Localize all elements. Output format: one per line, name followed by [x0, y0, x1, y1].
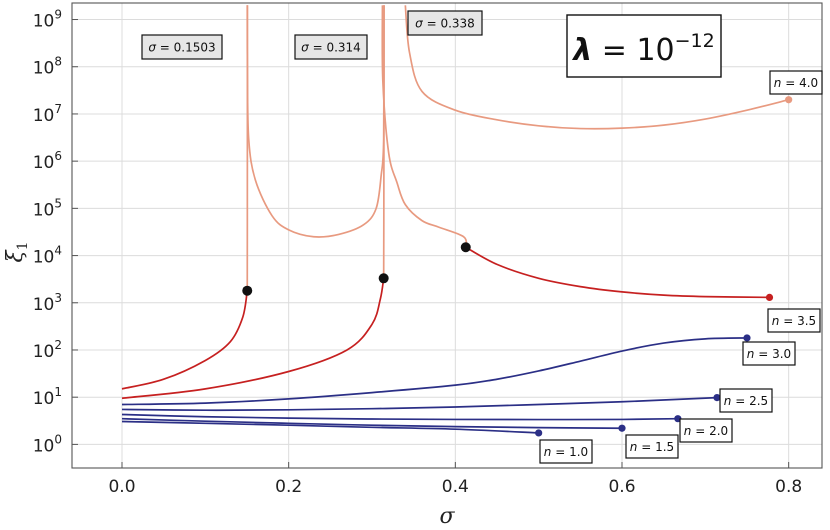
x-tick-label: 0.6 — [608, 477, 635, 497]
series-line — [121, 413, 678, 421]
series-end-point — [765, 293, 774, 301]
sigma-label-text: σ = 0.338 — [415, 17, 475, 31]
series-label-text: n = 3.5 — [772, 314, 816, 328]
y-tick-label: 100 — [33, 432, 62, 456]
sigma-label: σ = 0.314 — [294, 34, 368, 60]
x-tick-label: 0.8 — [775, 477, 802, 497]
series-line — [121, 337, 748, 406]
y-tick-label: 105 — [33, 196, 62, 220]
series-line — [246, 5, 385, 238]
sigma-label: σ = 0.1503 — [141, 34, 223, 60]
y-tick-label: 104 — [33, 244, 62, 268]
series-end-point — [743, 334, 751, 342]
y-tick-label: 102 — [33, 338, 62, 362]
y-tick-label: 107 — [33, 102, 62, 126]
critical-point — [378, 273, 389, 284]
sigma-label-text: σ = 0.314 — [301, 41, 361, 55]
tick-labels: 0.0 0.2 0.4 0.6 0.8 100 101 102 103 104 105 106 107 1… — [33, 8, 802, 497]
series-label: n = 4.0 — [769, 70, 823, 95]
series-line — [121, 278, 385, 400]
lambda-label-text: λ = 10−12 — [571, 30, 714, 68]
series-label-text: n = 1.0 — [544, 445, 588, 459]
series-label: n = 1.5 — [625, 434, 679, 459]
sigma-label: σ = 0.338 — [407, 10, 483, 36]
y-axis-title-text: ξ1 — [3, 241, 31, 262]
curves — [121, 5, 789, 434]
series-label: n = 3.5 — [767, 308, 821, 333]
series-label-text: n = 2.0 — [684, 424, 728, 438]
y-tick-label: 108 — [33, 55, 62, 79]
y-tick-label: 101 — [33, 385, 62, 409]
series-line — [381, 5, 468, 248]
series-end-point — [618, 424, 626, 432]
series-label-text: n = 1.5 — [630, 440, 674, 454]
plot-border — [71, 2, 823, 469]
x-tick-label: 0.2 — [275, 477, 302, 497]
series-label-text: n = 3.0 — [747, 347, 791, 361]
series-line — [121, 417, 623, 430]
y-axis-title: ξ1 — [3, 241, 31, 262]
series-line — [121, 396, 718, 412]
series-label-text: n = 4.0 — [774, 76, 818, 90]
critical-point — [242, 285, 253, 296]
lambda-label: λ = 10−12 — [566, 14, 722, 78]
sigma-label-text: σ = 0.1503 — [148, 41, 215, 55]
y-tick-label: 106 — [33, 149, 62, 173]
series-end-point — [713, 394, 721, 402]
series-line — [121, 290, 249, 390]
annotations: σ = 0.1503 σ = 0.314 σ = 0.338 n = 1.0 n = 1… — [141, 10, 823, 464]
x-tick-label: 0.4 — [442, 477, 469, 497]
series-label: n = 2.5 — [719, 388, 773, 413]
y-tick-label: 103 — [33, 291, 62, 315]
series-line — [121, 420, 539, 434]
x-tick-label: 0.0 — [108, 477, 135, 497]
series-line — [404, 5, 789, 130]
plot-frame — [71, 2, 823, 469]
x-axis-title: σ — [439, 504, 455, 529]
series-label: n = 3.0 — [742, 341, 796, 366]
y-tick-label: 109 — [33, 8, 62, 32]
critical-point — [460, 242, 471, 253]
series-label-text: n = 2.5 — [724, 394, 768, 408]
series-end-point — [535, 429, 543, 437]
series-label: n = 2.0 — [679, 418, 733, 443]
series-end-point — [785, 96, 793, 104]
series-line — [465, 246, 770, 299]
series-label: n = 1.0 — [539, 439, 593, 464]
markers — [242, 96, 793, 437]
